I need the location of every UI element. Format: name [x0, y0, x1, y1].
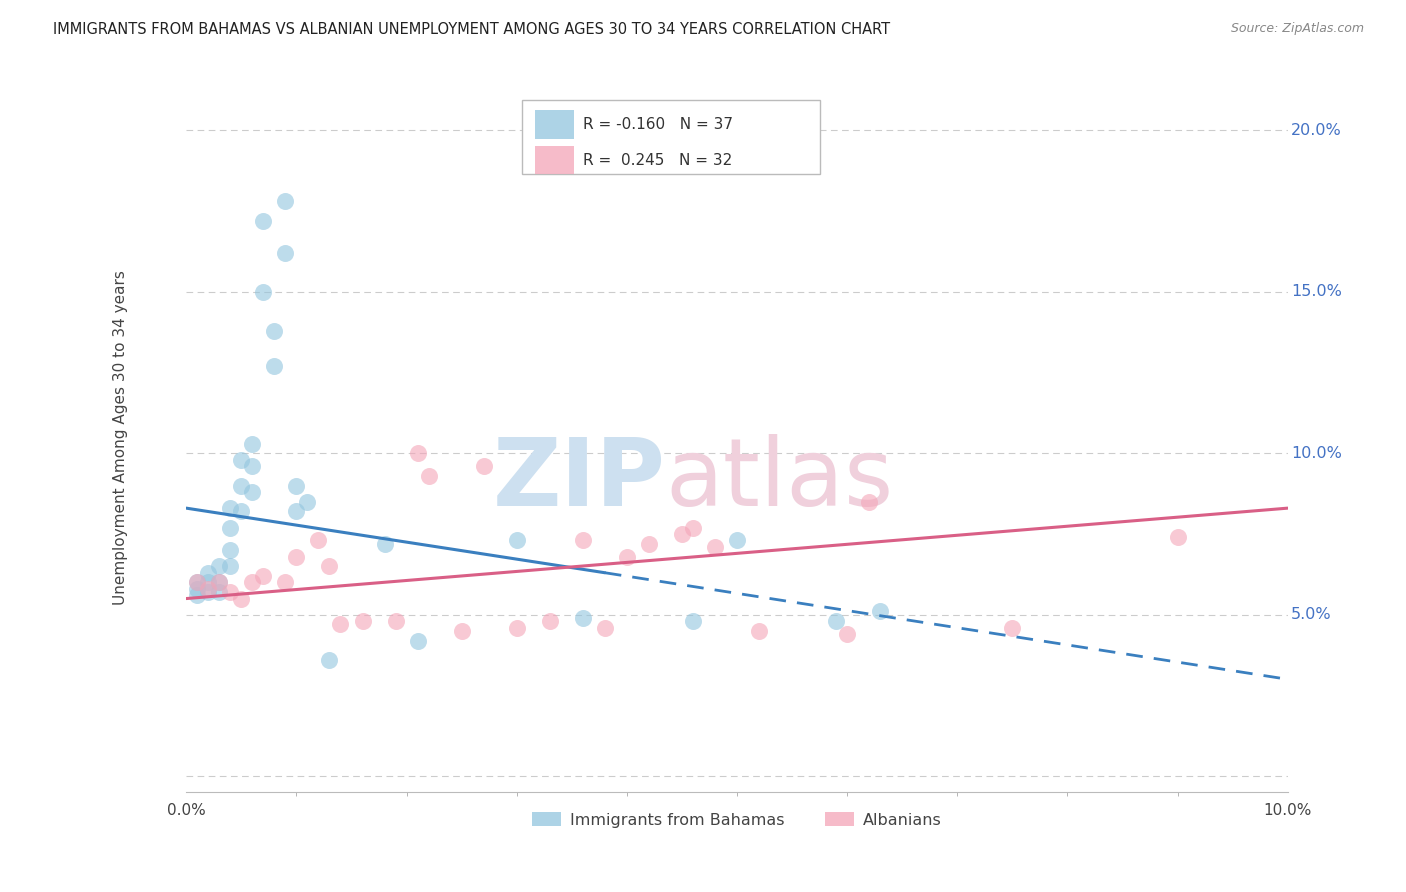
Point — [219, 501, 242, 516]
Point — [252, 285, 274, 299]
Point — [197, 566, 219, 580]
Point — [186, 575, 208, 590]
Point — [274, 194, 297, 209]
Text: atlas: atlas — [665, 434, 894, 525]
Point — [329, 617, 352, 632]
Point — [571, 611, 593, 625]
FancyBboxPatch shape — [522, 100, 820, 174]
Point — [208, 585, 231, 599]
Text: Source: ZipAtlas.com: Source: ZipAtlas.com — [1230, 22, 1364, 36]
Point — [725, 533, 748, 548]
Point — [538, 614, 561, 628]
Point — [835, 627, 858, 641]
Point — [472, 459, 495, 474]
Point — [308, 533, 330, 548]
Point — [352, 614, 374, 628]
Point — [263, 324, 285, 338]
Point — [231, 591, 253, 606]
Point — [242, 436, 264, 450]
Point — [197, 585, 219, 599]
Point — [242, 485, 264, 500]
Point — [186, 588, 208, 602]
Point — [571, 533, 593, 548]
Point — [219, 520, 242, 534]
Point — [186, 575, 208, 590]
Point — [274, 575, 297, 590]
Point — [219, 585, 242, 599]
Point — [274, 246, 297, 260]
Point — [505, 533, 527, 548]
Point — [593, 621, 616, 635]
Point — [616, 549, 638, 564]
Point — [252, 569, 274, 583]
Point — [637, 536, 659, 550]
Point — [297, 494, 319, 508]
Text: 10.0%: 10.0% — [1291, 446, 1341, 461]
Point — [318, 559, 340, 574]
Point — [231, 478, 253, 492]
Point — [505, 621, 527, 635]
Point — [285, 549, 308, 564]
Point — [208, 575, 231, 590]
Point — [219, 559, 242, 574]
Point — [197, 575, 219, 590]
Point — [682, 520, 704, 534]
Text: Unemployment Among Ages 30 to 34 years: Unemployment Among Ages 30 to 34 years — [112, 269, 128, 605]
Point — [703, 540, 725, 554]
Point — [285, 504, 308, 518]
Text: 5.0%: 5.0% — [1291, 607, 1331, 623]
Point — [418, 468, 440, 483]
Legend: Immigrants from Bahamas, Albanians: Immigrants from Bahamas, Albanians — [526, 805, 948, 834]
Point — [748, 624, 770, 638]
Point — [252, 213, 274, 227]
Point — [374, 536, 396, 550]
Point — [406, 633, 429, 648]
Point — [1001, 621, 1024, 635]
Point — [186, 582, 208, 596]
Text: IMMIGRANTS FROM BAHAMAS VS ALBANIAN UNEMPLOYMENT AMONG AGES 30 TO 34 YEARS CORRE: IMMIGRANTS FROM BAHAMAS VS ALBANIAN UNEM… — [53, 22, 890, 37]
Point — [858, 494, 880, 508]
Point — [219, 543, 242, 558]
Point — [825, 614, 848, 628]
Text: ZIP: ZIP — [492, 434, 665, 525]
Point — [682, 614, 704, 628]
FancyBboxPatch shape — [536, 145, 574, 174]
Point — [869, 605, 891, 619]
Text: 20.0%: 20.0% — [1291, 123, 1341, 138]
Point — [263, 359, 285, 373]
Point — [384, 614, 406, 628]
Point — [671, 527, 693, 541]
Text: R =  0.245   N = 32: R = 0.245 N = 32 — [582, 153, 733, 168]
Point — [242, 575, 264, 590]
Point — [197, 582, 219, 596]
Text: R = -0.160   N = 37: R = -0.160 N = 37 — [582, 117, 733, 132]
Point — [231, 504, 253, 518]
Point — [450, 624, 472, 638]
Point — [208, 575, 231, 590]
Point — [1166, 530, 1188, 544]
FancyBboxPatch shape — [536, 111, 574, 139]
Point — [406, 446, 429, 460]
Text: 15.0%: 15.0% — [1291, 285, 1341, 300]
Point — [208, 559, 231, 574]
Point — [242, 459, 264, 474]
Point — [318, 653, 340, 667]
Point — [285, 478, 308, 492]
Point — [231, 452, 253, 467]
